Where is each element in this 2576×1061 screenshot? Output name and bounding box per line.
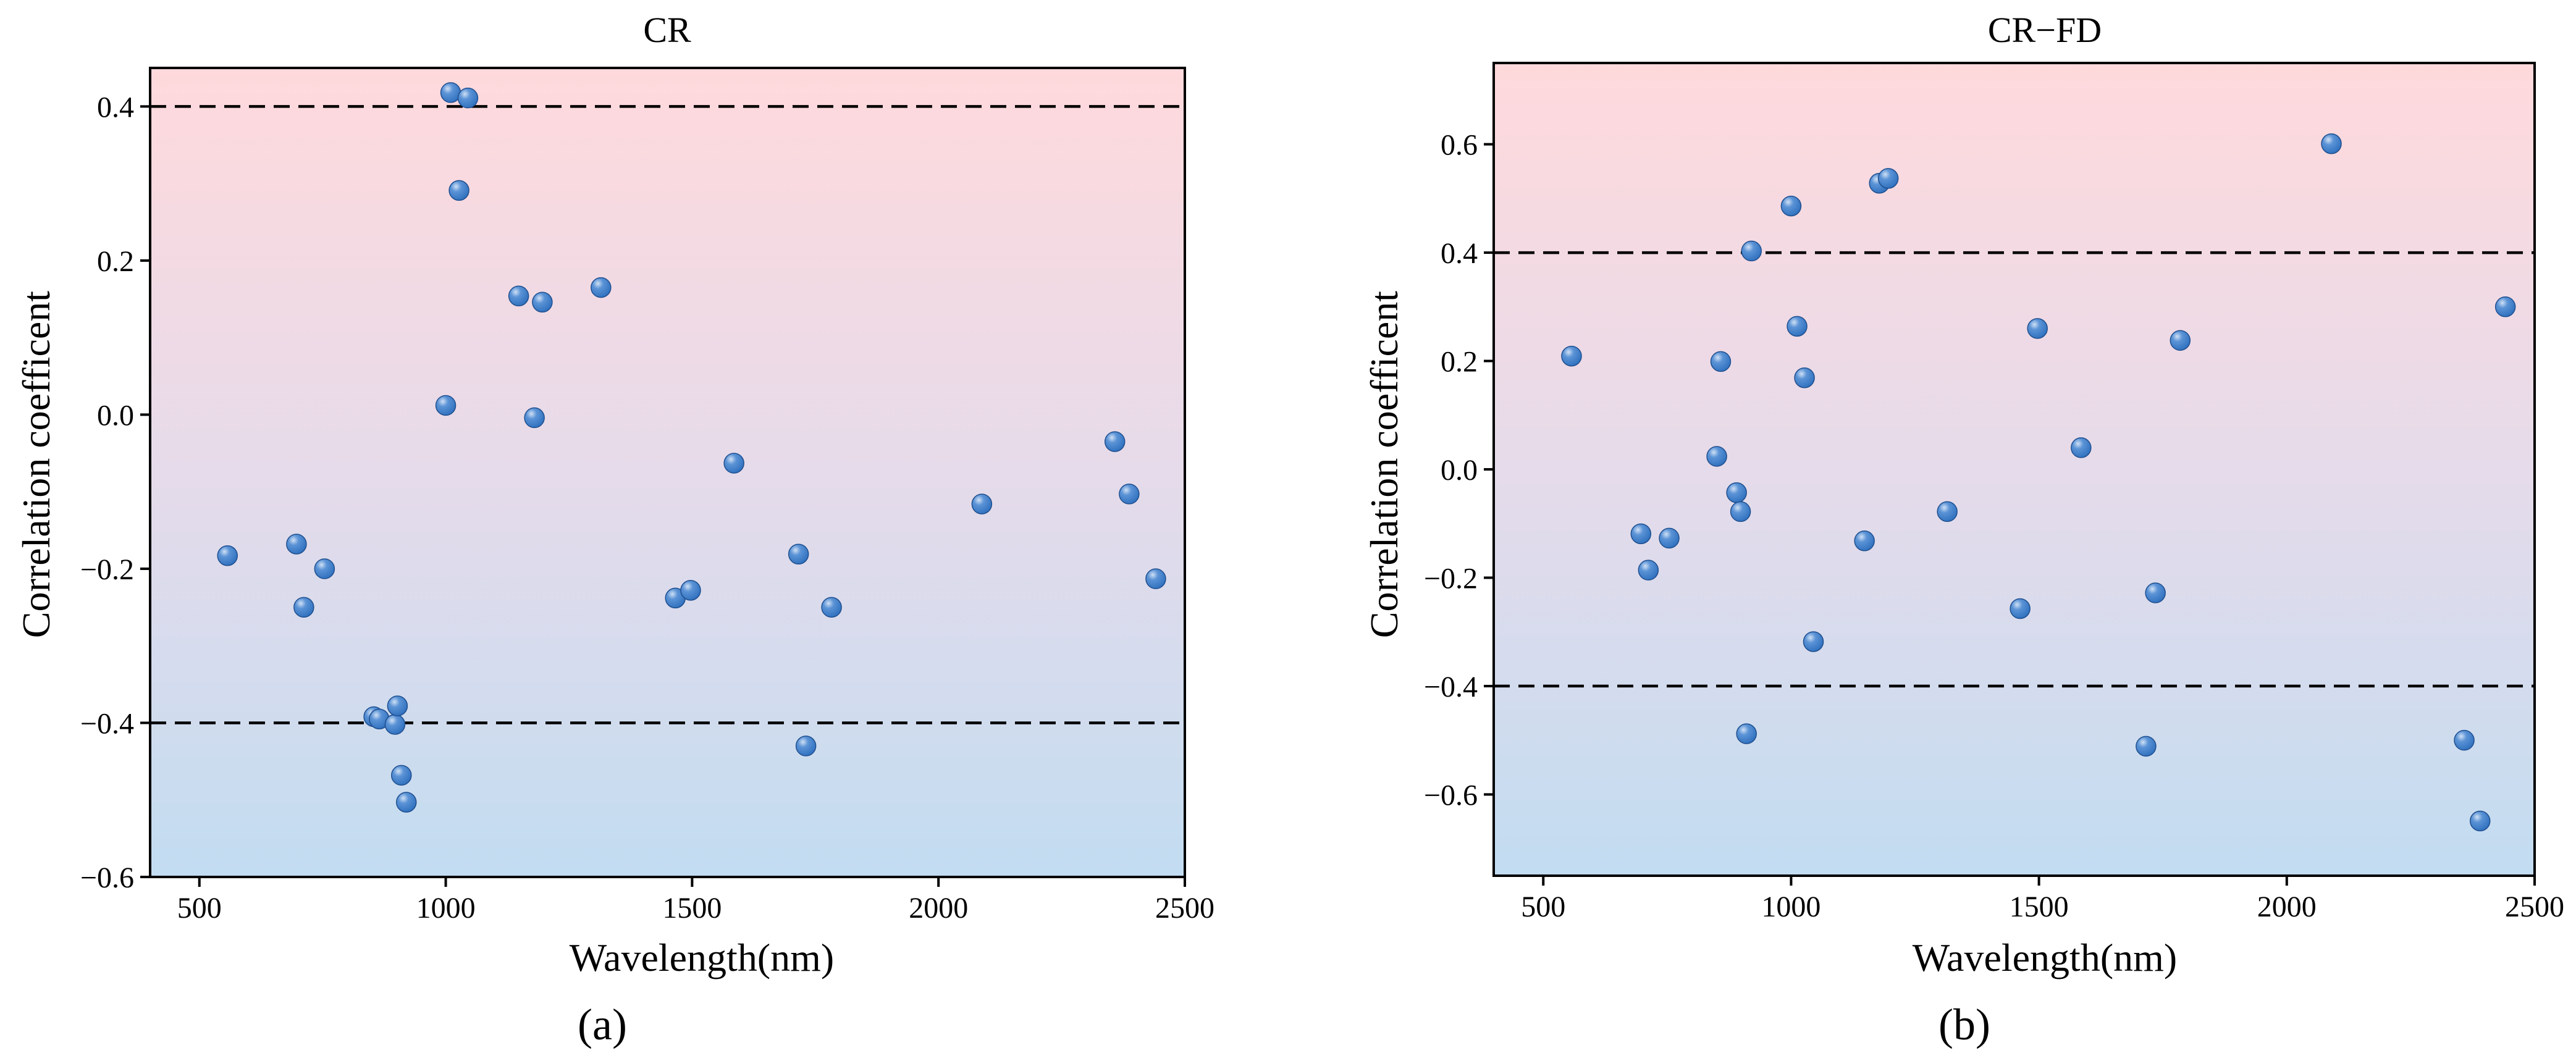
panel-a-point-26 [1119, 484, 1140, 505]
panel-a-point-0 [217, 545, 238, 566]
panel-a-point-17 [591, 277, 612, 298]
panel-a-point-24 [971, 493, 993, 514]
panel-a-point-1 [286, 534, 307, 555]
panel-a-y-axis: −0.6 −0.4 −0.2 0.0 0.2 0.4 [80, 91, 150, 894]
panel-b-point-4 [1706, 446, 1727, 467]
panel-a-point-8 [391, 765, 412, 786]
panel-b-x-tick-label-4: 2500 [2505, 891, 2564, 923]
panel-b-point-19 [2027, 318, 2048, 339]
panel-a-point-21 [788, 543, 809, 564]
panel-a-point-9 [396, 792, 417, 813]
panel-a-point-2 [293, 597, 314, 618]
panel-b-y-tick-label-4: 0.2 [1441, 346, 1478, 379]
panel-b-point-0 [1561, 345, 1582, 367]
panel-a-point-20 [723, 453, 744, 474]
panel-a-point-23 [821, 597, 842, 618]
panel-b-ylabel: Correlation coefficent [1362, 291, 1406, 638]
panel-b-y-tick-label-1: −0.4 [1424, 671, 1478, 703]
panel-b-plot-background [1494, 63, 2535, 876]
panel-b-point-27 [2494, 296, 2516, 317]
panel-b-x-tick-label-2: 1500 [2010, 891, 2069, 923]
panel-a-y-tick-label-5: 0.4 [97, 91, 134, 124]
panel-b-point-5 [1710, 351, 1732, 372]
panel-a-y-tick-label-0: −0.6 [80, 862, 134, 894]
panel-a-point-10 [435, 395, 457, 416]
panel-b-point-14 [1854, 530, 1875, 551]
panel-b-threshold-lines [1494, 251, 2535, 688]
panel-b-point-21 [2136, 736, 2157, 757]
panel-a-point-27 [1145, 568, 1166, 589]
panel-a-point-14 [508, 285, 529, 307]
panel-a-x-tick-label-4: 2500 [1155, 892, 1214, 925]
panel-b-point-16 [1877, 168, 1899, 189]
panel-b-point-8 [1736, 723, 1757, 744]
panel-b-point-12 [1794, 367, 1815, 388]
panel-a-plot-frame [149, 67, 1186, 878]
panel-b-x-tick-label-3: 2000 [2257, 891, 2317, 923]
panel-b-label: (b) [1938, 1000, 1990, 1049]
panel-b-y-axis: −0.6 −0.4 −0.2 0.0 0.2 0.4 0.6 [1424, 129, 1494, 811]
panel-a-x-tick-label-0: 500 [177, 892, 222, 925]
panel-b-point-7 [1730, 501, 1751, 522]
panel-b-point-18 [2010, 598, 2031, 619]
panel-b-y-tick-label-0: −0.6 [1424, 779, 1478, 811]
panel-b-point-24 [2321, 133, 2342, 154]
panel-a: CR 500 1000 1500 2000 2500 −0.6 −0.4 −0.2 0.0 0.… [14, 10, 1214, 1049]
panel-a-x-axis: 500 1000 1500 2000 2500 [177, 877, 1214, 925]
panel-b-x-tick-label-1: 1000 [1761, 891, 1820, 923]
panel-b-point-2 [1638, 560, 1659, 581]
panel-a-point-6 [384, 714, 406, 735]
panel-b-point-20 [2071, 437, 2092, 458]
panel-a-y-tick-label-1: −0.4 [80, 707, 134, 740]
panel-b-point-11 [1787, 316, 1808, 337]
panel-b-y-tick-label-2: −0.2 [1424, 562, 1478, 595]
panel-b-point-26 [2469, 810, 2491, 832]
panel-a-point-19 [680, 580, 701, 601]
panel-a-plot-background [150, 68, 1185, 877]
panel-a-point-22 [795, 736, 817, 757]
panel-a-points [217, 82, 1166, 813]
panel-b-point-6 [1726, 482, 1747, 503]
panel-b-x-tick-label-0: 500 [1521, 891, 1565, 923]
panel-b-xlabel: Wavelength(nm) [1913, 936, 2177, 979]
panel-b-point-3 [1659, 527, 1680, 549]
panel-a-y-tick-label-4: 0.2 [97, 245, 134, 278]
panel-a-point-16 [532, 291, 553, 313]
panel-b-x-axis: 500 1000 1500 2000 2500 [1521, 876, 2564, 923]
panel-b-y-tick-label-5: 0.4 [1441, 237, 1478, 270]
panel-a-point-15 [524, 407, 545, 429]
panel-a-x-tick-label-1: 1000 [416, 892, 476, 925]
panel-b-point-9 [1741, 240, 1762, 262]
panel-b-y-tick-label-6: 0.6 [1441, 129, 1478, 162]
panel-b-point-1 [1630, 523, 1652, 545]
panel-a-point-13 [457, 87, 479, 109]
panel-b-point-23 [2170, 330, 2191, 351]
panel-b-title: CR−FD [1988, 10, 2102, 50]
panel-a-point-12 [448, 180, 469, 201]
panel-b-point-10 [1780, 195, 1802, 217]
panel-a-x-tick-label-3: 2000 [909, 892, 968, 925]
panel-a-point-11 [440, 82, 461, 103]
panel-b-points [1561, 133, 2516, 832]
panel-b-plot-frame [1492, 62, 2536, 877]
panel-a-title: CR [643, 10, 691, 50]
panel-a-point-25 [1104, 431, 1126, 452]
panel-a-ylabel: Correlation coefficent [14, 291, 58, 638]
panel-a-label: (a) [578, 1000, 627, 1049]
panel-a-point-7 [387, 695, 408, 716]
panel-a-point-3 [314, 558, 335, 579]
panel-b-point-17 [1937, 501, 1958, 522]
panel-b-point-22 [2145, 582, 2166, 603]
panel-b-point-13 [1803, 631, 1824, 652]
panel-a-xlabel: Wavelength(nm) [570, 936, 834, 979]
panel-b: CR−FD 500 1000 1500 2000 2500 −0.6 −0.4 −0.2 0.… [1362, 10, 2564, 1049]
panel-a-x-tick-label-2: 1500 [662, 892, 722, 925]
panel-b-y-tick-label-3: 0.0 [1441, 454, 1478, 487]
panel-a-y-tick-label-3: 0.0 [97, 399, 134, 432]
panel-b-point-25 [2454, 729, 2475, 751]
panel-a-y-tick-label-2: −0.2 [80, 553, 134, 586]
